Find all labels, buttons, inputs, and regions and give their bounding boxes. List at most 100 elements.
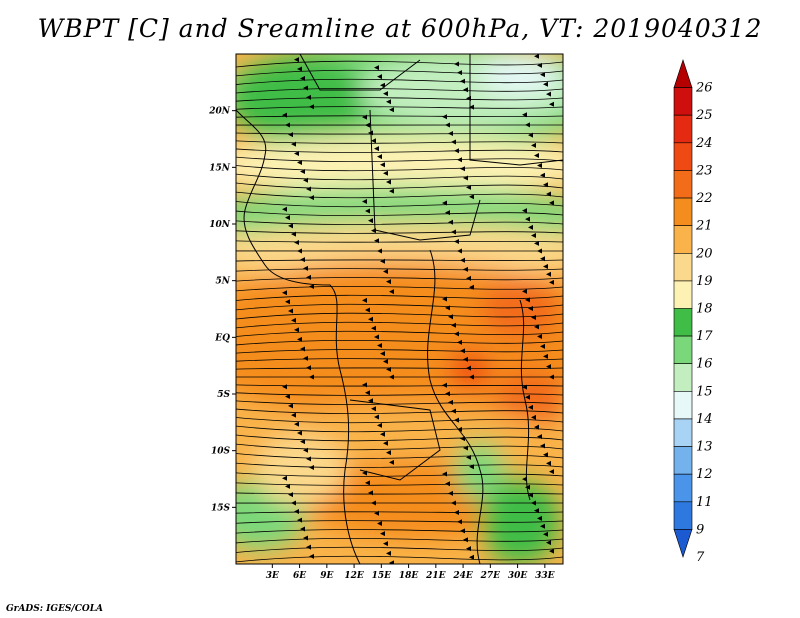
streamline-arrow	[386, 550, 391, 556]
streamline-arrow	[374, 510, 379, 516]
streamline-arrow	[303, 447, 308, 453]
streamline-arrow	[463, 175, 468, 181]
streamlines	[236, 60, 563, 563]
streamline-arrow	[377, 74, 382, 80]
streamline-arrow	[531, 142, 536, 148]
streamline	[236, 472, 563, 477]
streamline-arrow	[368, 316, 373, 322]
streamline-arrow	[528, 132, 533, 138]
streamline-arrow	[448, 490, 453, 496]
streamline-arrow	[546, 540, 551, 546]
streamline-arrow	[442, 296, 447, 302]
streamline-arrow	[457, 70, 462, 76]
streamline-arrow	[448, 130, 453, 136]
streamline-arrow	[365, 307, 370, 313]
streamline-arrow	[285, 393, 290, 399]
streamline-arrow	[368, 218, 373, 224]
streamline-arrow	[525, 122, 530, 128]
streamline-arrow	[549, 200, 554, 206]
streamline	[236, 106, 563, 110]
colorbar-swatch	[673, 473, 693, 503]
streamline	[236, 69, 563, 77]
streamline-arrow	[463, 87, 468, 93]
streamline	[236, 537, 563, 544]
streamline	[236, 462, 563, 469]
streamline-arrow	[549, 101, 554, 107]
streamline-arrow	[534, 324, 539, 330]
x-tick-label: 33E	[535, 571, 555, 581]
streamline-arrow	[380, 431, 385, 437]
colorbar-label: 16	[696, 357, 713, 372]
streamline-arrow	[374, 146, 379, 152]
streamline-arrow	[306, 365, 311, 371]
streamline-arrow	[365, 122, 370, 128]
streamline-arrow	[294, 421, 299, 427]
streamline-arrow	[291, 231, 296, 237]
streamline-arrow	[540, 343, 545, 349]
streamline-arrow	[309, 464, 314, 470]
streamline-arrow	[285, 122, 290, 128]
streamline-arrow	[460, 78, 465, 84]
streamline-arrow	[300, 257, 305, 263]
streamline-arrow	[383, 541, 388, 547]
streamline-arrow	[534, 508, 539, 514]
streamline-arrow	[540, 443, 545, 449]
streamline-arrow	[463, 356, 468, 362]
streamline-arrow	[380, 258, 385, 264]
streamline-arrow	[303, 535, 308, 541]
streamline	[236, 240, 563, 243]
streamline	[236, 392, 563, 396]
streamline-arrow	[303, 265, 308, 271]
streamline-arrow	[377, 521, 382, 527]
streamline-arrow	[297, 517, 302, 523]
streamline-arrow	[466, 546, 471, 552]
streamline-arrow	[389, 107, 394, 113]
streamline-arrow	[377, 422, 382, 428]
streamline-arrow	[383, 359, 388, 365]
streamline-arrow	[457, 426, 462, 432]
streamline	[236, 156, 563, 163]
streamline-arrow	[300, 346, 305, 352]
y-tick-label: 10N	[209, 220, 231, 230]
streamline	[236, 148, 563, 153]
streamline	[236, 408, 563, 415]
colorbar-label: 20	[695, 246, 713, 261]
streamline	[236, 520, 563, 524]
streamline	[236, 546, 563, 553]
streamline-arrow	[291, 500, 296, 506]
colorbar-swatch	[673, 87, 693, 116]
streamline	[236, 97, 563, 102]
colorbar-swatch	[673, 170, 693, 199]
streamline-arrow	[534, 424, 539, 430]
streamline-arrow	[454, 148, 459, 154]
x-tick-label: 9E	[320, 571, 333, 581]
colorbar-label: 22	[695, 191, 713, 206]
map-title: WBPT [C] and Sreamline at 600hPa, VT: 20…	[37, 14, 763, 43]
y-tick-label: 5N	[216, 277, 231, 287]
streamline-arrow	[460, 348, 465, 354]
streamline-arrow	[463, 537, 468, 543]
streamline-arrow	[466, 454, 471, 460]
streamline-arrow	[306, 544, 311, 550]
streamline-arrow	[543, 182, 548, 188]
streamline-arrow	[451, 322, 456, 328]
x-tick-label: 12E	[344, 571, 364, 581]
streamline-arrow	[528, 306, 533, 312]
streamline	[236, 482, 563, 486]
streamline-arrow	[546, 364, 551, 370]
streamline-arrow	[549, 279, 554, 285]
x-axis-ticks: 3E 6E 9E 12E 15E 18E 21E 24E 27E 30E 33E	[266, 564, 555, 581]
y-axis-ticks: 20N 15N 10N 5N EQ 5S 10S 15S	[208, 107, 236, 513]
streamline-arrow	[288, 223, 293, 229]
streamline-arrow	[389, 560, 394, 564]
y-tick-label: 15S	[211, 503, 231, 513]
colorbar-swatch	[673, 59, 693, 88]
streamline-arrow	[549, 374, 554, 380]
streamline-arrow	[383, 91, 388, 97]
streamline-arrow	[549, 548, 554, 554]
streamline-arrow	[362, 382, 367, 388]
colorbar-swatch	[673, 418, 693, 447]
streamline-arrow	[537, 434, 542, 440]
streamline-arrow	[540, 72, 545, 78]
colorbar-label: 14	[696, 412, 713, 427]
